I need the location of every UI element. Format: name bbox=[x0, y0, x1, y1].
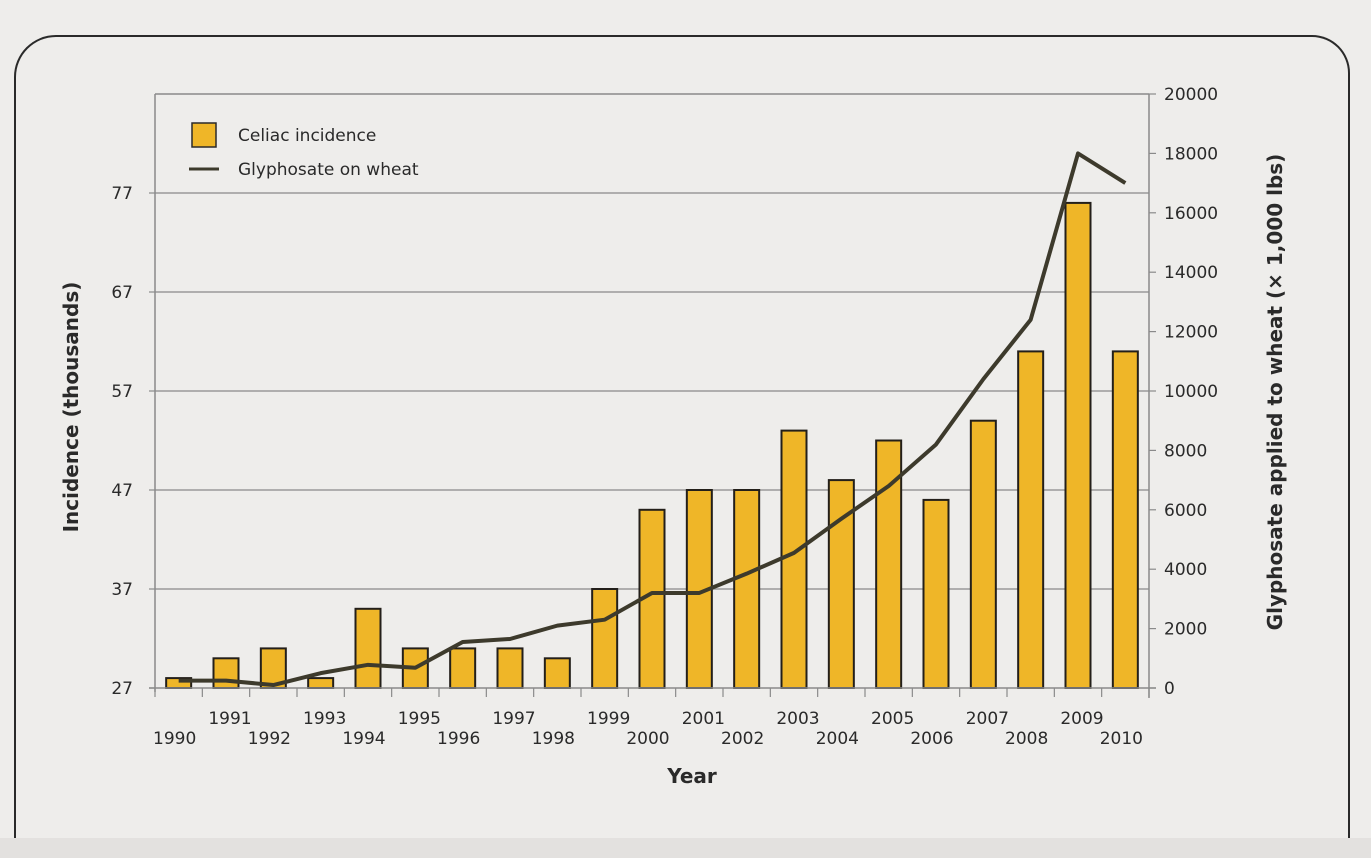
bar bbox=[780, 429, 808, 689]
x-tick-label: 1994 bbox=[342, 729, 385, 749]
y-tick-label-right: 8000 bbox=[1164, 441, 1207, 461]
legend-swatch-bar bbox=[191, 122, 217, 148]
x-tick-label: 1991 bbox=[208, 709, 251, 729]
y-tick-label-right: 2000 bbox=[1164, 620, 1207, 640]
page-frame bbox=[14, 35, 1350, 855]
x-tick-label: 2001 bbox=[682, 709, 725, 729]
bar bbox=[591, 588, 619, 689]
bar bbox=[496, 647, 524, 690]
y-tick-label-right: 6000 bbox=[1164, 501, 1207, 521]
x-tick-label: 1992 bbox=[248, 729, 291, 749]
y-axis-title-left: Incidence (thousands) bbox=[59, 282, 83, 533]
y-tick-label-right: 0 bbox=[1164, 679, 1175, 699]
y-tick-label-left: 27 bbox=[111, 679, 133, 699]
y-tick-label-left: 57 bbox=[111, 382, 133, 402]
x-tick-label: 2006 bbox=[910, 729, 953, 749]
line-series bbox=[178, 151, 1127, 688]
y-axis-title-right: Glyphosate applied to wheat (× 1,000 lbs… bbox=[1263, 154, 1287, 631]
bar bbox=[1111, 350, 1139, 689]
x-tick-label: 2010 bbox=[1100, 729, 1143, 749]
y-tick-label-right: 4000 bbox=[1164, 560, 1207, 580]
bar bbox=[212, 657, 240, 689]
y-tick-label-right: 20000 bbox=[1164, 85, 1218, 105]
bar bbox=[685, 489, 713, 689]
bar bbox=[307, 677, 335, 689]
bar bbox=[969, 419, 997, 689]
left-axis-ticks: 27 37 47 57 67 77 bbox=[111, 184, 155, 699]
x-tick-label: 2002 bbox=[721, 729, 764, 749]
bar bbox=[733, 489, 761, 689]
y-tick-label-right: 18000 bbox=[1164, 144, 1218, 164]
x-tick-label: 2004 bbox=[816, 729, 859, 749]
y-tick-label-right: 12000 bbox=[1164, 323, 1218, 343]
x-tick-label: 2008 bbox=[1005, 729, 1048, 749]
x-tick-label: 1997 bbox=[492, 709, 535, 729]
x-tick-label: 1998 bbox=[532, 729, 575, 749]
x-tick-label: 2003 bbox=[776, 709, 819, 729]
x-tick-label: 1999 bbox=[587, 709, 630, 729]
y-tick-label-left: 77 bbox=[111, 184, 133, 204]
x-tick-label: 1996 bbox=[437, 729, 480, 749]
x-tick-label: 1993 bbox=[303, 709, 346, 729]
y-tick-label-right: 14000 bbox=[1164, 263, 1218, 283]
x-tick-label: 2009 bbox=[1060, 709, 1103, 729]
x-tick-label: 1995 bbox=[398, 709, 441, 729]
page-bottom-edge bbox=[0, 838, 1371, 858]
legend-label-line: Glyphosate on wheat bbox=[238, 160, 419, 180]
bar bbox=[543, 657, 571, 689]
bar bbox=[1017, 350, 1045, 689]
bar bbox=[875, 439, 903, 689]
x-axis-title: Year bbox=[666, 764, 717, 788]
y-tick-label-right: 16000 bbox=[1164, 204, 1218, 224]
x-tick-label: 2007 bbox=[966, 709, 1009, 729]
y-tick-label-left: 67 bbox=[111, 283, 133, 303]
bar bbox=[354, 607, 382, 689]
y-tick-label-left: 47 bbox=[111, 481, 133, 501]
bar bbox=[1064, 201, 1092, 689]
y-tick-label-right: 10000 bbox=[1164, 382, 1218, 402]
axes bbox=[149, 94, 1156, 698]
bar-series bbox=[165, 201, 1139, 690]
legend: Celiac incidence Glyphosate on wheat bbox=[189, 122, 419, 180]
bar bbox=[449, 647, 477, 690]
x-tick-label: 2000 bbox=[626, 729, 669, 749]
y-tick-label-left: 37 bbox=[111, 580, 133, 600]
legend-label-bar: Celiac incidence bbox=[238, 126, 376, 146]
right-axis-ticks: 0 2000 4000 6000 8000 10000 12000 14000 16000 180… bbox=[1149, 85, 1218, 699]
x-tick-label: 2005 bbox=[871, 709, 914, 729]
x-tick-label: 1990 bbox=[153, 729, 196, 749]
bar bbox=[922, 498, 950, 689]
